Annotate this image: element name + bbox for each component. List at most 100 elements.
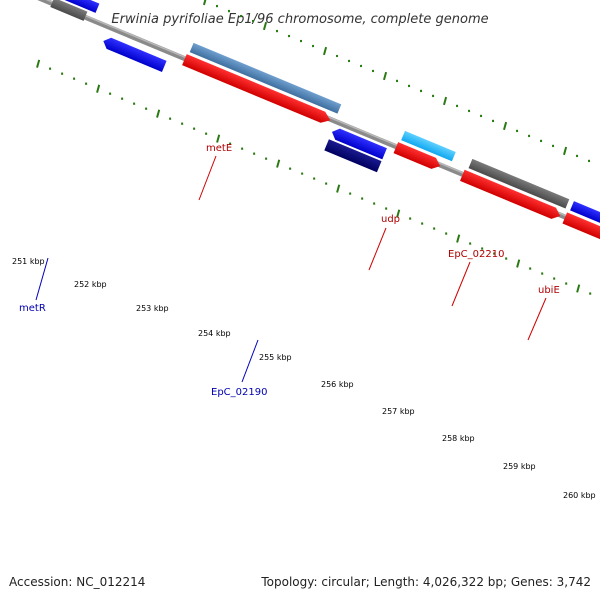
minor-tick (575, 154, 579, 158)
tick-label: 257 kbp (382, 407, 415, 416)
minor-tick (61, 72, 64, 75)
minor-tick (385, 207, 388, 210)
minor-tick (529, 267, 532, 270)
minor-tick (181, 122, 184, 125)
tick-label: 252 kbp (74, 280, 107, 289)
minor-tick (565, 282, 568, 285)
gene-label-udp[interactable]: udp (381, 214, 400, 225)
gene-feature-ubie-cds (570, 201, 600, 230)
minor-tick (215, 4, 219, 8)
minor-tick (287, 34, 291, 38)
minor-tick (193, 127, 196, 130)
minor-tick (527, 134, 531, 138)
map-title: Erwinia pyrifoliae Ep1/96 chromosome, co… (111, 12, 488, 27)
gene-feature-blue (54, 0, 100, 13)
genome-track (32, 0, 600, 295)
tick-label: 259 kbp (503, 462, 536, 471)
major-tick (516, 259, 521, 268)
tick-label: 254 kbp (198, 329, 231, 338)
major-tick (36, 59, 41, 68)
minor-tick (409, 217, 412, 220)
outer-tick-ring (202, 0, 600, 168)
minor-tick (371, 69, 375, 73)
major-tick (262, 21, 268, 31)
gene-label-epc02190[interactable]: EpC_02190 (211, 387, 267, 398)
minor-tick (145, 107, 148, 110)
minor-tick (253, 152, 256, 155)
tick-label: 255 kbp (259, 353, 292, 362)
minor-tick (239, 14, 243, 18)
minor-tick (325, 182, 328, 185)
gene-label-epc02210[interactable]: EpC_02210 (448, 249, 504, 260)
callout-line (451, 261, 471, 307)
minor-tick (169, 117, 172, 120)
minor-tick (49, 67, 52, 70)
major-tick (503, 121, 508, 131)
gene-label-mete[interactable]: metE (206, 143, 232, 154)
gene-feature-udp (393, 142, 441, 169)
minor-tick (551, 144, 555, 148)
gene-feature-gray (50, 0, 88, 21)
minor-tick (469, 242, 472, 245)
gene-feature-mete-cds (189, 42, 342, 114)
genome-backbone-highlight (33, 0, 600, 280)
gene-feature-epc02190 (324, 139, 382, 173)
callout-line (368, 227, 387, 271)
gene-label-callouts: metE udp EpC_02210 ubiE metR EpC_02190 (19, 143, 560, 398)
minor-tick (553, 277, 556, 280)
minor-tick (445, 232, 448, 235)
major-tick (322, 46, 328, 56)
tick-label: 256 kbp (321, 380, 354, 389)
minor-tick (349, 192, 352, 195)
gene-label-metr[interactable]: metR (19, 303, 46, 314)
minor-tick (265, 157, 268, 160)
minor-tick (289, 167, 292, 170)
major-tick (96, 84, 101, 93)
callout-line (241, 339, 259, 383)
major-tick (443, 96, 448, 106)
minor-tick (275, 29, 279, 33)
minor-tick (419, 89, 423, 93)
minor-tick (229, 142, 232, 145)
gene-feature-metr (103, 37, 167, 72)
minor-tick (539, 139, 543, 143)
tick-label: 258 kbp (442, 434, 475, 443)
gene-feature-mete (182, 54, 331, 123)
gene-feature-udp-cds (401, 130, 456, 162)
minor-tick (493, 252, 496, 255)
minor-tick (313, 177, 316, 180)
minor-tick (589, 292, 592, 295)
minor-tick (491, 119, 495, 123)
major-tick (456, 234, 461, 243)
major-tick (156, 109, 161, 118)
minor-tick (335, 54, 339, 58)
minor-tick (347, 59, 351, 63)
gene-feature-epc02210-cds (468, 158, 570, 209)
gene-feature-blue (331, 128, 387, 160)
gene-label-ubie[interactable]: ubiE (538, 285, 560, 296)
minor-tick (373, 202, 376, 205)
major-tick (383, 71, 388, 81)
minor-tick (515, 129, 519, 133)
minor-tick (407, 84, 411, 88)
minor-tick (359, 64, 363, 68)
minor-tick (421, 222, 424, 225)
major-tick (576, 284, 581, 293)
minor-tick (505, 257, 508, 260)
gene-feature-epc02210 (460, 169, 561, 219)
minor-tick (299, 39, 303, 43)
major-tick (276, 159, 281, 168)
minor-tick (251, 19, 255, 23)
minor-tick (133, 102, 136, 105)
accession-text: Accession: NC_012214 (9, 575, 145, 589)
minor-tick (587, 159, 591, 163)
genome-summary-text: Topology: circular; Length: 4,026,322 bp… (260, 575, 591, 589)
minor-tick (85, 82, 88, 85)
minor-tick (241, 147, 244, 150)
tick-label: 260 kbp (563, 491, 596, 500)
major-tick (216, 134, 221, 143)
major-tick (336, 184, 341, 193)
callout-line (198, 155, 217, 201)
tick-label: 251 kbp (12, 257, 45, 266)
